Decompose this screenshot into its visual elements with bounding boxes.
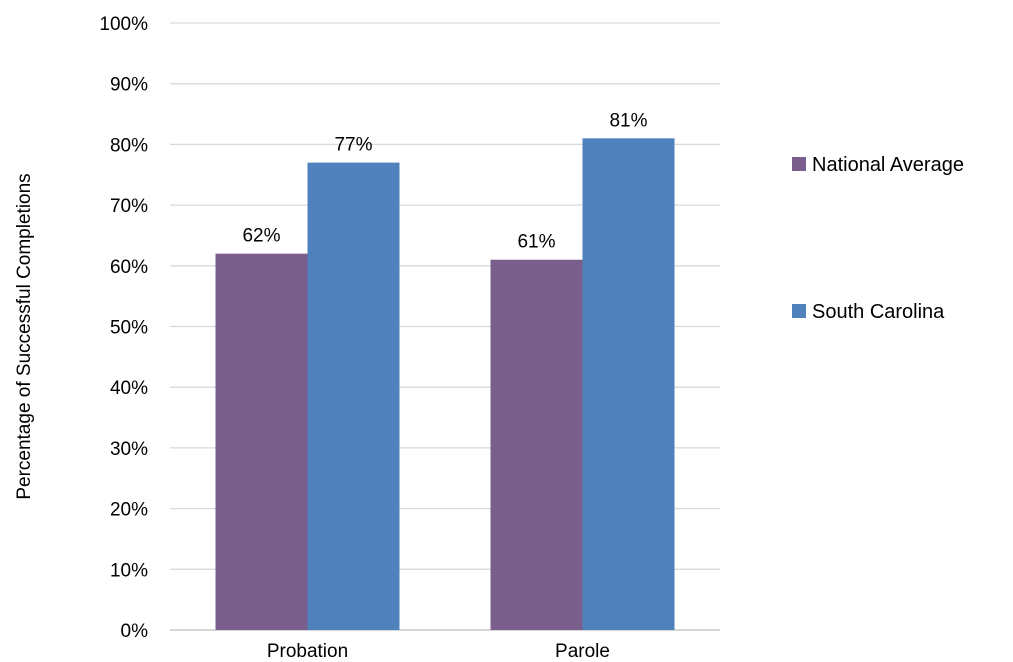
y-tick-label: 20%: [110, 500, 148, 521]
data-label: 81%: [609, 110, 647, 131]
legend-label: South Carolina: [812, 301, 945, 323]
bar-south-carolina-parole: [582, 138, 675, 630]
legend-swatch: [792, 304, 806, 318]
x-axis-categories: Probation Parole: [267, 641, 610, 662]
y-tick-label: 60%: [110, 257, 148, 278]
legend: National Average South Carolina: [792, 154, 964, 323]
data-label: 77%: [334, 135, 372, 156]
y-axis-title: Percentage of Successful Completions: [14, 173, 35, 499]
y-tick-label: 0%: [121, 621, 149, 642]
bar-national-average-parole: [490, 259, 583, 630]
bar-south-carolina-probation: [307, 162, 400, 631]
y-tick-label: 80%: [110, 135, 148, 156]
y-tick-label: 50%: [110, 318, 148, 339]
y-tick-label: 30%: [110, 439, 148, 460]
data-label: 61%: [517, 232, 555, 253]
x-category-label: Parole: [555, 641, 610, 662]
y-tick-label: 90%: [110, 75, 148, 96]
legend-label: National Average: [812, 154, 964, 176]
bar-national-average-probation: [215, 253, 308, 630]
y-tick-label: 10%: [110, 560, 148, 581]
x-category-label: Probation: [267, 641, 348, 662]
data-label: 62%: [242, 226, 280, 247]
data-labels: 62% 77% 61% 81%: [242, 110, 647, 252]
y-tick-label: 70%: [110, 196, 148, 217]
legend-swatch: [792, 157, 806, 171]
bars: [215, 138, 675, 631]
y-tick-label: 40%: [110, 378, 148, 399]
y-tick-label: 100%: [99, 14, 148, 35]
y-axis-ticks: 0% 10% 20% 30% 40% 50% 60% 70% 80% 90% 100%: [99, 14, 148, 642]
